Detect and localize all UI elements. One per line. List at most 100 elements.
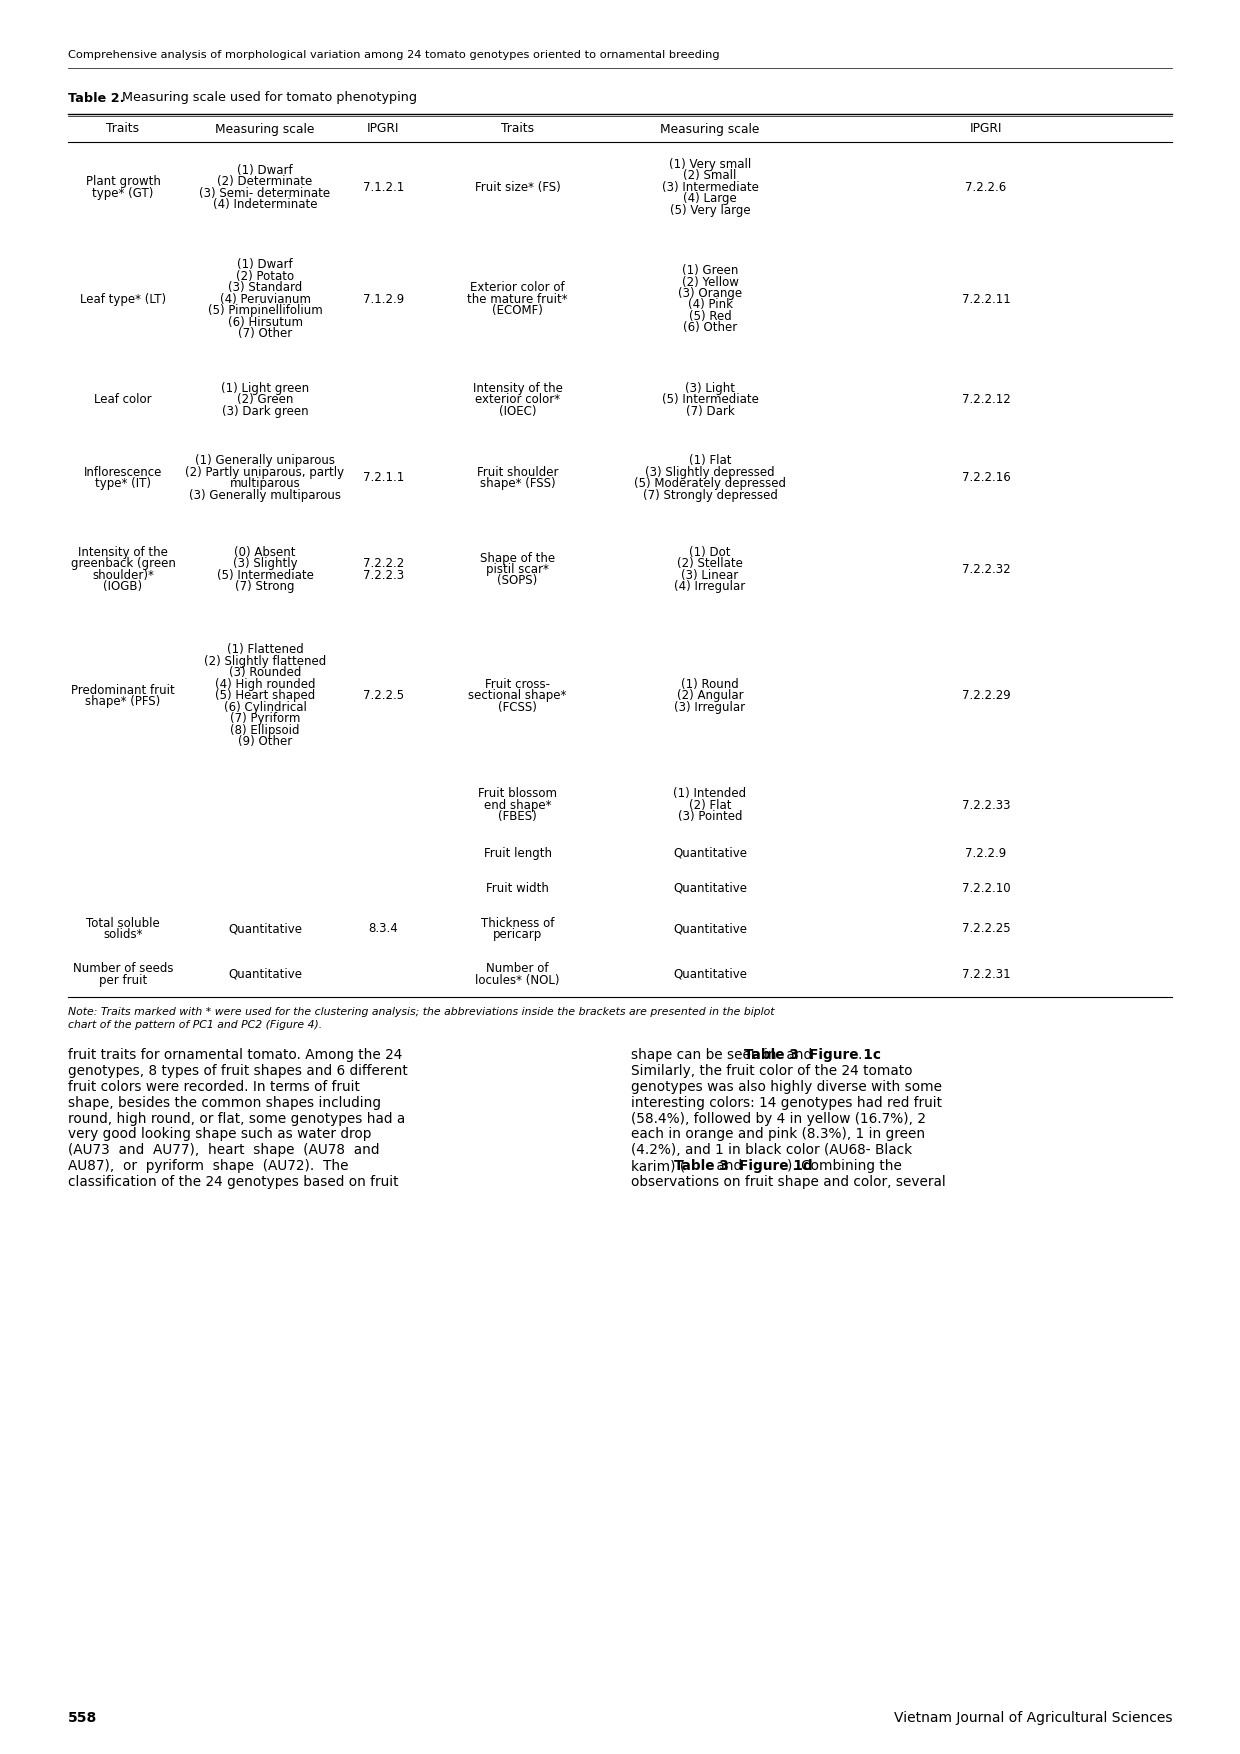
- Text: (5) Intermediate: (5) Intermediate: [662, 393, 759, 407]
- Text: (9) Other: (9) Other: [238, 735, 293, 749]
- Text: (4) Irregular: (4) Irregular: [675, 581, 745, 593]
- Text: Inflorescence: Inflorescence: [84, 467, 162, 479]
- Text: (3) Linear: (3) Linear: [681, 568, 739, 582]
- Text: IPGRI: IPGRI: [367, 123, 399, 135]
- Text: (8) Ellipsoid: (8) Ellipsoid: [231, 724, 300, 737]
- Text: 558: 558: [68, 1710, 97, 1724]
- Text: Note: Traits marked with * were used for the clustering analysis; the abbreviati: Note: Traits marked with * were used for…: [68, 1007, 775, 1017]
- Text: (2) Slightly flattened: (2) Slightly flattened: [203, 654, 326, 668]
- Text: 7.2.2.31: 7.2.2.31: [962, 968, 1011, 980]
- Text: pistil scar*: pistil scar*: [486, 563, 549, 575]
- Text: 7.2.2.25: 7.2.2.25: [962, 923, 1011, 935]
- Text: chart of the pattern of PC1 and PC2 (Figure 4).: chart of the pattern of PC1 and PC2 (Fig…: [68, 1021, 322, 1030]
- Text: Quantitative: Quantitative: [228, 923, 303, 935]
- Text: (2) Green: (2) Green: [237, 393, 293, 407]
- Text: 7.2.2.6: 7.2.2.6: [966, 181, 1007, 195]
- Text: Table 2.: Table 2.: [68, 91, 124, 105]
- Text: (3) Standard: (3) Standard: [228, 281, 303, 295]
- Text: Fruit cross-: Fruit cross-: [485, 677, 551, 691]
- Text: fruit colors were recorded. In terms of fruit: fruit colors were recorded. In terms of …: [68, 1080, 360, 1094]
- Text: Similarly, the fruit color of the 24 tomato: Similarly, the fruit color of the 24 tom…: [631, 1065, 913, 1079]
- Text: (1) Intended: (1) Intended: [673, 788, 746, 800]
- Text: (7) Strong: (7) Strong: [236, 581, 295, 593]
- Text: (0) Absent: (0) Absent: [234, 545, 296, 560]
- Text: 7.1.2.1: 7.1.2.1: [363, 181, 404, 195]
- Text: Quantitative: Quantitative: [228, 968, 303, 980]
- Text: (3) Semi- determinate: (3) Semi- determinate: [200, 186, 331, 200]
- Text: (SOPS): (SOPS): [497, 575, 538, 588]
- Text: (2) Determinate: (2) Determinate: [217, 175, 312, 188]
- Text: (AU73  and  AU77),  heart  shape  (AU78  and: (AU73 and AU77), heart shape (AU78 and: [68, 1144, 379, 1158]
- Text: (5) Pimpinellifolium: (5) Pimpinellifolium: [207, 303, 322, 317]
- Text: AU87),  or  pyriform  shape  (AU72).  The: AU87), or pyriform shape (AU72). The: [68, 1159, 348, 1173]
- Text: observations on fruit shape and color, several: observations on fruit shape and color, s…: [631, 1175, 946, 1189]
- Text: (3) Pointed: (3) Pointed: [678, 810, 743, 823]
- Text: Shape of the: Shape of the: [480, 551, 556, 565]
- Text: karim) (: karim) (: [631, 1159, 686, 1173]
- Text: Fruit blossom: Fruit blossom: [477, 788, 557, 800]
- Text: (4.2%), and 1 in black color (AU68- Black: (4.2%), and 1 in black color (AU68- Blac…: [631, 1144, 913, 1158]
- Text: (3) Slightly depressed: (3) Slightly depressed: [645, 467, 775, 479]
- Text: Table 3: Table 3: [744, 1047, 799, 1061]
- Text: greenback (green: greenback (green: [71, 558, 175, 570]
- Text: (1) Dwarf: (1) Dwarf: [237, 163, 293, 177]
- Text: 7.2.1.1: 7.2.1.1: [363, 472, 404, 484]
- Text: genotypes was also highly diverse with some: genotypes was also highly diverse with s…: [631, 1080, 942, 1094]
- Text: type* (IT): type* (IT): [95, 477, 151, 489]
- Text: (2) Angular: (2) Angular: [677, 689, 743, 702]
- Text: (1) Round: (1) Round: [681, 677, 739, 691]
- Text: 7.2.2.32: 7.2.2.32: [962, 563, 1011, 575]
- Text: (ECOMF): (ECOMF): [492, 303, 543, 317]
- Text: 7.1.2.9: 7.1.2.9: [363, 293, 404, 305]
- Text: Number of seeds: Number of seeds: [73, 961, 174, 975]
- Text: (1) Very small: (1) Very small: [668, 158, 751, 172]
- Text: Number of: Number of: [486, 961, 549, 975]
- Text: (3) Dark green: (3) Dark green: [222, 405, 309, 417]
- Text: 7.2.2.12: 7.2.2.12: [962, 393, 1011, 407]
- Text: Leaf type* (LT): Leaf type* (LT): [79, 293, 166, 305]
- Text: shape can be seen in: shape can be seen in: [631, 1047, 781, 1061]
- Text: (4) Large: (4) Large: [683, 193, 737, 205]
- Text: (1) Flattened: (1) Flattened: [227, 644, 304, 656]
- Text: 7.2.2.2: 7.2.2.2: [363, 558, 404, 570]
- Text: Thickness of: Thickness of: [481, 917, 554, 930]
- Text: shape* (FSS): shape* (FSS): [480, 477, 556, 489]
- Text: shape, besides the common shapes including: shape, besides the common shapes includi…: [68, 1096, 381, 1110]
- Text: .: .: [857, 1047, 862, 1061]
- Text: round, high round, or flat, some genotypes had a: round, high round, or flat, some genotyp…: [68, 1112, 405, 1126]
- Text: (3) Generally multiparous: (3) Generally multiparous: [188, 489, 341, 502]
- Text: Comprehensive analysis of morphological variation among 24 tomato genotypes orie: Comprehensive analysis of morphological …: [68, 51, 719, 60]
- Text: Intensity of the: Intensity of the: [78, 545, 167, 560]
- Text: Intensity of the: Intensity of the: [472, 382, 563, 395]
- Text: Quantitative: Quantitative: [673, 968, 746, 980]
- Text: 7.2.2.3: 7.2.2.3: [363, 568, 404, 582]
- Text: (2) Yellow: (2) Yellow: [682, 275, 739, 288]
- Text: (IOGB): (IOGB): [103, 581, 143, 593]
- Text: sectional shape*: sectional shape*: [469, 689, 567, 702]
- Text: Quantitative: Quantitative: [673, 923, 746, 935]
- Text: (3) Intermediate: (3) Intermediate: [662, 181, 759, 195]
- Text: Figure 1d: Figure 1d: [739, 1159, 812, 1173]
- Text: Table 3: Table 3: [675, 1159, 729, 1173]
- Text: (1) Flat: (1) Flat: [688, 454, 732, 467]
- Text: end shape*: end shape*: [484, 798, 552, 812]
- Text: (3) Orange: (3) Orange: [678, 288, 742, 300]
- Text: each in orange and pink (8.3%), 1 in green: each in orange and pink (8.3%), 1 in gre…: [631, 1128, 925, 1142]
- Text: (6) Other: (6) Other: [683, 321, 737, 335]
- Text: (5) Red: (5) Red: [688, 310, 732, 323]
- Text: Predominant fruit: Predominant fruit: [71, 684, 175, 696]
- Text: Total soluble: Total soluble: [86, 917, 160, 930]
- Text: Quantitative: Quantitative: [673, 882, 746, 895]
- Text: 7.2.2.16: 7.2.2.16: [962, 472, 1011, 484]
- Text: interesting colors: 14 genotypes had red fruit: interesting colors: 14 genotypes had red…: [631, 1096, 942, 1110]
- Text: (1) Dot: (1) Dot: [689, 545, 730, 560]
- Text: Fruit shoulder: Fruit shoulder: [476, 467, 558, 479]
- Text: (1) Green: (1) Green: [682, 265, 738, 277]
- Text: (2) Small: (2) Small: [683, 170, 737, 182]
- Text: (FCSS): (FCSS): [498, 702, 537, 714]
- Text: locules* (NOL): locules* (NOL): [475, 973, 559, 986]
- Text: (1) Light green: (1) Light green: [221, 382, 309, 395]
- Text: (3) Irregular: (3) Irregular: [675, 702, 745, 714]
- Text: exterior color*: exterior color*: [475, 393, 560, 407]
- Text: very good looking shape such as water drop: very good looking shape such as water dr…: [68, 1128, 371, 1142]
